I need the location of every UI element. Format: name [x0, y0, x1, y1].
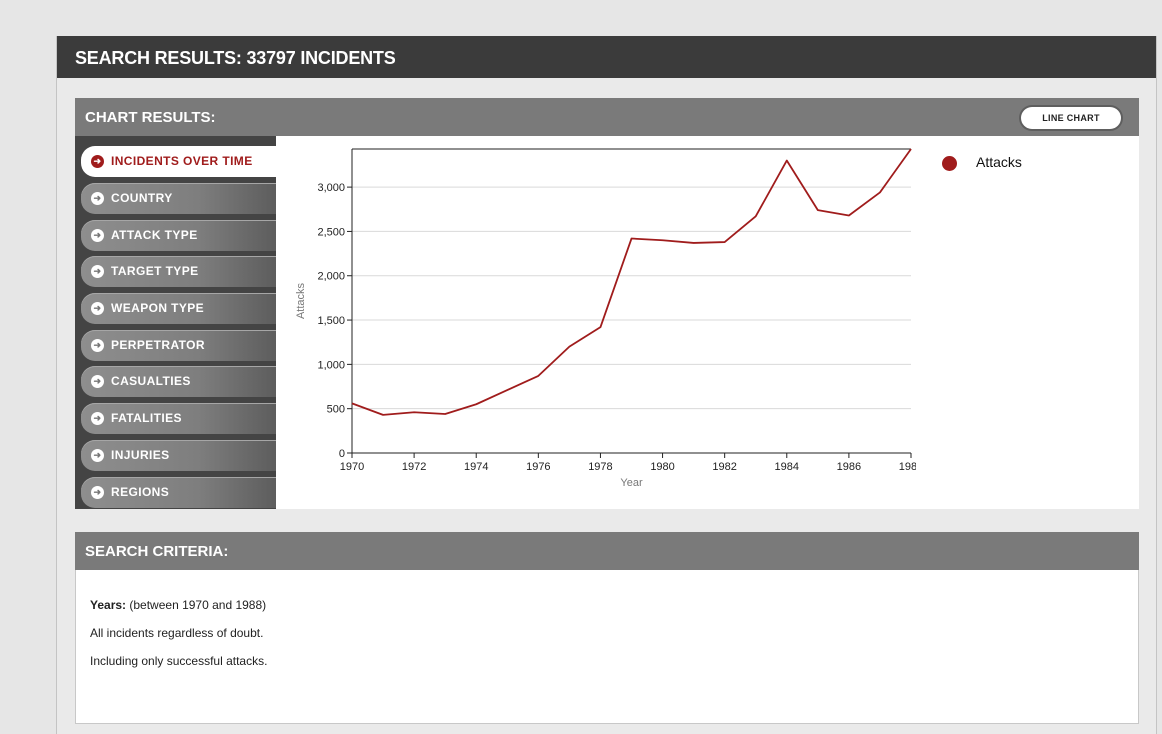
arrow-right-icon: ➜ — [91, 375, 104, 388]
criteria-doubt: All incidents regardless of doubt. — [90, 626, 264, 640]
series-line-attacks — [351, 148, 912, 416]
arrow-right-icon: ➜ — [91, 155, 104, 168]
nav-label: INJURIES — [111, 448, 170, 462]
nav-casualties[interactable]: ➜ CASUALTIES — [81, 366, 276, 397]
nav-perpetrator[interactable]: ➜ PERPETRATOR — [81, 330, 276, 361]
nav-attack-type[interactable]: ➜ ATTACK TYPE — [81, 220, 276, 251]
arrow-right-icon: ➜ — [91, 229, 104, 242]
criteria-years: Years: (between 1970 and 1988) — [90, 598, 266, 612]
nav-label: REGIONS — [111, 485, 170, 499]
x-tick-label: 1978 — [588, 461, 612, 473]
chart-category-sidebar: ➜ INCIDENTS OVER TIME ➜ COUNTRY ➜ ATTACK TY… — [75, 136, 276, 509]
x-tick-label: 1984 — [775, 461, 799, 473]
arrow-right-icon: ➜ — [91, 339, 104, 352]
nav-injuries[interactable]: ➜ INJURIES — [81, 440, 276, 471]
arrow-right-icon: ➜ — [91, 192, 104, 205]
y-tick-label: 0 — [339, 448, 345, 460]
search-results-header: SEARCH RESULTS: 33797 INCIDENTS — [57, 36, 1156, 78]
chart-results-title: CHART RESULTS: — [85, 109, 216, 126]
y-tick-label: 500 — [327, 404, 345, 416]
nav-fatalities[interactable]: ➜ FATALITIES — [81, 403, 276, 434]
nav-label: CASUALTIES — [111, 374, 191, 388]
criteria-years-value: (between 1970 and 1988) — [129, 598, 267, 612]
arrow-right-icon: ➜ — [91, 449, 104, 462]
x-tick-label: 1970 — [340, 461, 364, 473]
arrow-right-icon: ➜ — [91, 265, 104, 278]
y-tick-label: 3,000 — [317, 182, 345, 194]
nav-label: FATALITIES — [111, 411, 182, 425]
arrow-right-icon: ➜ — [91, 486, 104, 499]
chart-type-button[interactable]: LINE CHART — [1021, 107, 1121, 129]
search-criteria-header: SEARCH CRITERIA: — [75, 532, 1139, 570]
chart-results-header: CHART RESULTS: LINE CHART — [75, 98, 1139, 136]
criteria-years-label: Years: — [90, 598, 127, 612]
nav-label: WEAPON TYPE — [111, 301, 205, 315]
y-axis-title: Attacks — [295, 282, 307, 319]
x-tick-label: 1986 — [837, 461, 861, 473]
arrow-right-icon: ➜ — [91, 412, 104, 425]
arrow-right-icon: ➜ — [91, 302, 104, 315]
line-chart: 0 500 1,000 1,500 2,000 2,500 3,000 1970 1972 197… — [295, 148, 916, 489]
nav-label: TARGET TYPE — [111, 264, 199, 278]
y-tick-label: 2,500 — [317, 226, 345, 238]
search-criteria-panel: SEARCH CRITERIA: Years: (between 1970 an… — [75, 532, 1139, 724]
nav-label: INCIDENTS OVER TIME — [111, 154, 253, 168]
x-tick-label: 1988 — [899, 461, 916, 473]
nav-regions[interactable]: ➜ REGIONS — [81, 477, 276, 508]
nav-incidents-over-time[interactable]: ➜ INCIDENTS OVER TIME — [81, 146, 276, 177]
nav-weapon-type[interactable]: ➜ WEAPON TYPE — [81, 293, 276, 324]
nav-target-type[interactable]: ➜ TARGET TYPE — [81, 256, 276, 287]
nav-label: PERPETRATOR — [111, 338, 205, 352]
legend-marker — [942, 156, 957, 171]
chart-area: 0 500 1,000 1,500 2,000 2,500 3,000 1970 1972 197… — [276, 136, 1139, 509]
x-tick-label: 1976 — [526, 461, 550, 473]
y-tick-label: 1,000 — [317, 359, 345, 371]
criteria-success: Including only successful attacks. — [90, 654, 268, 668]
legend-label: Attacks — [976, 154, 1022, 170]
x-tick-label: 1982 — [712, 461, 736, 473]
nav-label: COUNTRY — [111, 191, 173, 205]
x-tick-label: 1972 — [402, 461, 426, 473]
y-tick-label: 1,500 — [317, 315, 345, 327]
y-tick-label: 2,000 — [317, 271, 345, 283]
x-axis-title: Year — [620, 477, 643, 489]
nav-country[interactable]: ➜ COUNTRY — [81, 183, 276, 214]
chart-results-panel: CHART RESULTS: LINE CHART ➜ INCIDENTS OVE… — [75, 98, 1139, 509]
page-content: SEARCH RESULTS: 33797 INCIDENTS CHART RE… — [56, 36, 1157, 734]
nav-label: ATTACK TYPE — [111, 228, 198, 242]
x-tick-label: 1974 — [464, 461, 488, 473]
x-tick-label: 1980 — [650, 461, 674, 473]
